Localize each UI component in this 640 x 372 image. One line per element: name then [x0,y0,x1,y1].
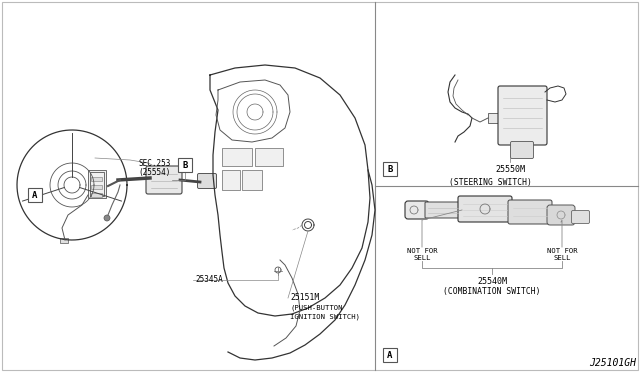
Bar [178,158,192,172]
Bar [222,148,252,166]
Text: NOT FOR
SELL: NOT FOR SELL [547,248,577,262]
Circle shape [104,215,110,221]
Bar [88,170,106,198]
Text: IGNITION SWITCH): IGNITION SWITCH) [290,314,360,320]
Text: (STEERING SWITCH): (STEERING SWITCH) [449,178,531,187]
FancyBboxPatch shape [198,173,216,189]
Text: SEC.253: SEC.253 [139,158,171,167]
Bar [91,193,102,197]
FancyBboxPatch shape [547,205,575,225]
FancyBboxPatch shape [572,211,589,224]
Bar [91,177,102,181]
Bar [383,162,397,176]
Bar [488,113,498,123]
Text: 25151M: 25151M [290,294,319,302]
FancyBboxPatch shape [511,141,534,158]
Text: B: B [387,164,393,173]
Text: (COMBINATION SWITCH): (COMBINATION SWITCH) [444,287,541,296]
Text: A: A [32,190,38,199]
FancyBboxPatch shape [405,201,429,219]
Text: (25554): (25554) [139,169,171,177]
Bar [242,170,262,190]
Bar [383,348,397,362]
Text: J25101GH: J25101GH [589,358,636,368]
Bar [91,185,102,189]
Text: 25550M: 25550M [495,165,525,174]
Text: B: B [182,160,188,170]
Bar [28,188,42,202]
FancyBboxPatch shape [425,202,462,218]
Bar [90,172,104,196]
Text: 25540M: 25540M [477,277,507,286]
Bar [222,170,240,190]
FancyBboxPatch shape [458,196,512,222]
Text: (PUSH-BUTTON: (PUSH-BUTTON [290,305,342,311]
FancyBboxPatch shape [498,86,547,145]
Text: A: A [387,350,393,359]
FancyBboxPatch shape [508,200,552,224]
Text: 25345A: 25345A [195,276,223,285]
Bar [255,148,283,166]
Bar [60,238,68,243]
Text: NOT FOR
SELL: NOT FOR SELL [406,248,437,262]
FancyBboxPatch shape [146,166,182,194]
